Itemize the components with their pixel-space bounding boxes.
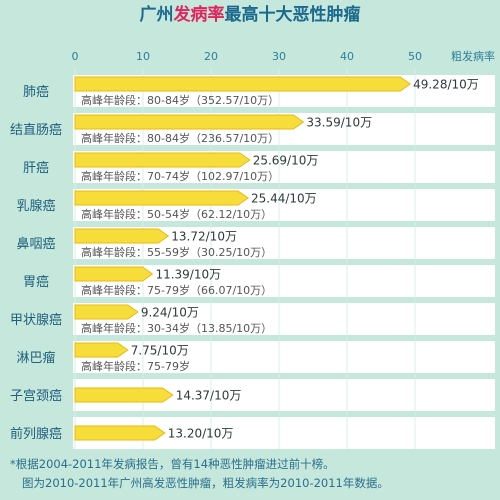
x-axis-label: 粗发病率 bbox=[451, 49, 495, 63]
footnote-line-1: *根据2004-2011年发病报告，曾有14种恶性肿瘤进过前十榜。 bbox=[10, 457, 335, 471]
category-label-1: 结直肠癌 bbox=[10, 122, 62, 138]
category-label-7: 淋巴瘤 bbox=[16, 350, 55, 366]
peak-age-note-4: 高峰年龄段：55-59岁（30.25/10万） bbox=[81, 245, 272, 259]
value-label-4: 13.72/10万 bbox=[171, 230, 237, 244]
bar-1 bbox=[74, 114, 305, 130]
value-label-2: 25.69/10万 bbox=[253, 154, 319, 168]
x-tick-label-1: 10 bbox=[136, 50, 150, 63]
value-label-5: 11.39/10万 bbox=[155, 268, 221, 282]
x-tick-label-4: 40 bbox=[340, 50, 354, 63]
value-label-0: 49.28/10万 bbox=[413, 78, 479, 92]
bar-9 bbox=[74, 425, 166, 441]
footnote: *根据2004-2011年发病报告，曾有14种恶性肿瘤进过前十榜。 图为2010… bbox=[10, 455, 495, 493]
category-label-4: 鼻咽癌 bbox=[16, 236, 55, 252]
value-label-8: 14.37/10万 bbox=[176, 389, 242, 403]
bar-3 bbox=[74, 190, 249, 206]
value-label-9: 13.20/10万 bbox=[168, 427, 234, 441]
category-label-3: 乳腺癌 bbox=[16, 198, 55, 214]
category-label-8: 子宫颈癌 bbox=[10, 388, 62, 404]
peak-age-note-2: 高峰年龄段：70-74岁（102.97/10万） bbox=[81, 169, 279, 183]
x-tick-label-0: 0 bbox=[72, 50, 79, 63]
peak-age-note-3: 高峰年龄段：50-54岁（62.12/10万） bbox=[81, 207, 272, 221]
peak-age-note-1: 高峰年龄段：80-84岁（236.57/10万） bbox=[81, 131, 279, 145]
bar-5 bbox=[74, 266, 154, 282]
bar-7 bbox=[74, 342, 129, 358]
x-tick-label-3: 30 bbox=[272, 50, 286, 63]
title-part-city: 广州 bbox=[139, 5, 174, 25]
value-label-6: 9.24/10万 bbox=[141, 306, 199, 320]
x-tick-label-2: 20 bbox=[204, 50, 218, 63]
title-part-rest: 最高十大恶性肿瘤 bbox=[224, 5, 361, 25]
peak-age-note-6: 高峰年龄段：30-34岁（13.85/10万） bbox=[81, 321, 272, 335]
bar-6 bbox=[74, 304, 139, 320]
category-label-9: 前列腺癌 bbox=[10, 426, 62, 442]
category-label-6: 甲状腺癌 bbox=[10, 312, 62, 328]
value-label-7: 7.75/10万 bbox=[131, 344, 189, 358]
chart-title: 广州发病率最高十大恶性肿瘤 bbox=[0, 0, 500, 30]
footnote-line-2: 图为2010-2011年广州高发恶性肿瘤，粗发病率为2010-2011年数据。 bbox=[22, 476, 389, 490]
bar-8 bbox=[74, 387, 174, 403]
category-label-5: 胃癌 bbox=[23, 274, 49, 290]
peak-age-note-7: 高峰年龄段：75-79岁 bbox=[81, 359, 190, 373]
bar-2 bbox=[74, 152, 251, 168]
bar-0 bbox=[74, 76, 411, 92]
title-part-highlight: 发病率 bbox=[173, 5, 225, 25]
bar-chart: 0 10 20 30 40 50 粗发病率 49.28/10万高峰年龄段：80-84岁（352… bbox=[10, 49, 495, 449]
category-label-0: 肺癌 bbox=[23, 84, 49, 100]
category-label-2: 肝癌 bbox=[23, 160, 49, 176]
peak-age-note-0: 高峰年龄段：80-84岁（352.57/10万） bbox=[81, 93, 279, 107]
x-tick-label-5: 50 bbox=[408, 50, 422, 63]
value-label-1: 33.59/10万 bbox=[306, 116, 372, 130]
bar-4 bbox=[74, 228, 170, 244]
value-label-3: 25.44/10万 bbox=[251, 192, 317, 206]
peak-age-note-5: 高峰年龄段：75-79岁（66.07/10万） bbox=[81, 283, 272, 297]
